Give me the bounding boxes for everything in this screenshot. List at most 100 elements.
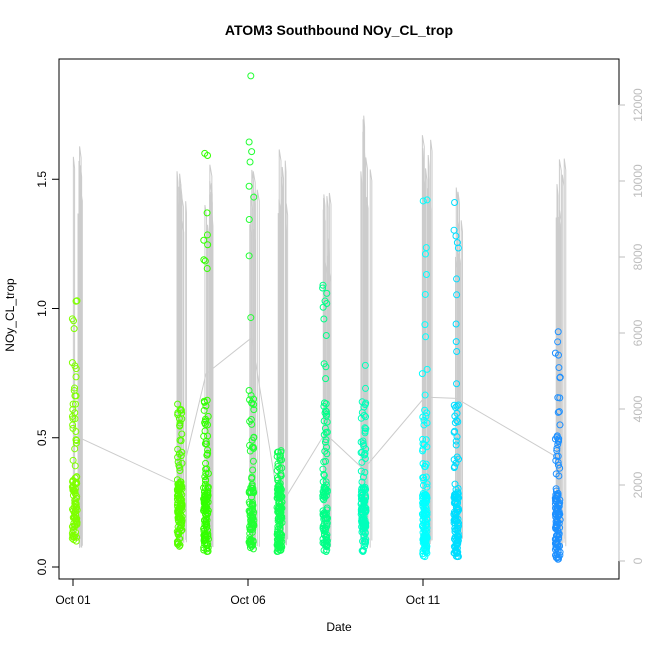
- data-point: [273, 467, 281, 475]
- data-point: [246, 507, 254, 515]
- y-tick-label: 0.0: [35, 558, 49, 575]
- data-point: [362, 399, 370, 407]
- data-point: [200, 256, 208, 264]
- x-tick-label: Oct 01: [55, 593, 91, 607]
- data-point: [71, 362, 79, 370]
- altitude-spike: [460, 220, 463, 539]
- data-point: [178, 496, 186, 504]
- data-point: [68, 412, 76, 420]
- data-point: [453, 275, 461, 283]
- data-point: [422, 548, 430, 556]
- data-point: [323, 299, 331, 307]
- data-point: [72, 400, 80, 408]
- data-point: [553, 444, 561, 452]
- data-point: [453, 380, 461, 388]
- data-point: [174, 508, 182, 516]
- data-point: [453, 517, 461, 525]
- data-point: [556, 464, 564, 472]
- data-point: [321, 515, 329, 523]
- data-point: [421, 544, 429, 552]
- altitude-spike: [207, 224, 210, 547]
- data-point: [322, 478, 330, 486]
- data-point: [453, 409, 461, 417]
- data-point: [247, 416, 255, 424]
- data-point: [450, 428, 458, 436]
- data-point: [453, 453, 461, 461]
- data-point: [249, 525, 257, 533]
- data-point: [451, 490, 459, 498]
- data-point: [321, 424, 329, 432]
- data-point: [454, 244, 462, 252]
- data-point: [69, 424, 77, 432]
- data-point: [69, 456, 77, 464]
- data-point: [274, 514, 282, 522]
- data-point: [361, 429, 369, 437]
- data-point: [319, 284, 327, 292]
- data-point: [178, 415, 186, 423]
- data-point: [245, 138, 253, 146]
- altitude-spike: [176, 196, 179, 543]
- y2-tick-label: 6000: [631, 319, 645, 346]
- altitude-spike: [323, 194, 326, 544]
- data-point: [71, 521, 79, 529]
- data-point: [72, 478, 80, 486]
- axes-layer: 0.0 0.5 1.0 1.5 0 2000 4000 6000 8000 10000 12000 O…: [35, 58, 645, 607]
- data-point: [248, 148, 256, 156]
- data-point: [274, 536, 282, 544]
- data-point: [177, 524, 185, 532]
- data-point: [70, 317, 78, 325]
- data-point: [174, 496, 182, 504]
- data-point: [248, 420, 256, 428]
- data-point: [273, 448, 281, 456]
- data-point: [70, 533, 78, 541]
- data-point: [452, 338, 460, 346]
- y-axis-label: NOy_CL_trop: [3, 278, 17, 352]
- data-point: [421, 290, 429, 298]
- data-point: [320, 491, 328, 499]
- data-point: [419, 413, 427, 421]
- data-point: [202, 477, 210, 485]
- data-point: [554, 438, 562, 446]
- altitude-spike: [430, 139, 433, 541]
- y2-tick-label: 8000: [631, 243, 645, 270]
- data-point: [72, 515, 80, 523]
- data-point: [203, 451, 211, 459]
- data-point: [321, 510, 329, 518]
- data-point: [176, 467, 184, 475]
- data-point: [554, 461, 562, 469]
- data-point: [322, 539, 330, 547]
- data-point: [322, 457, 330, 465]
- data-point: [321, 447, 329, 455]
- data-point: [69, 421, 77, 429]
- data-point: [277, 500, 285, 508]
- data-point: [248, 493, 256, 501]
- data-point: [554, 440, 562, 448]
- data-point: [248, 542, 256, 550]
- data-point: [174, 480, 182, 488]
- data-point: [556, 499, 564, 507]
- data-point: [359, 473, 367, 481]
- data-point: [203, 493, 211, 501]
- data-point: [452, 526, 460, 534]
- data-point: [203, 440, 211, 448]
- data-point: [451, 524, 459, 532]
- data-point: [249, 443, 257, 451]
- data-point: [174, 514, 182, 522]
- data-point: [552, 487, 560, 495]
- data-point: [320, 315, 328, 323]
- data-point: [319, 303, 327, 311]
- data-point: [276, 529, 284, 537]
- data-point: [322, 375, 330, 383]
- data-point: [319, 510, 327, 518]
- data-point: [247, 536, 255, 544]
- data-point: [554, 531, 562, 539]
- data-point: [174, 411, 182, 419]
- data-points-layer: [68, 72, 564, 563]
- data-point: [323, 546, 331, 554]
- data-point: [419, 460, 427, 468]
- altitude-spike: [360, 171, 363, 548]
- data-point: [319, 281, 327, 289]
- data-point: [357, 467, 365, 475]
- altitude-spike: [250, 199, 254, 549]
